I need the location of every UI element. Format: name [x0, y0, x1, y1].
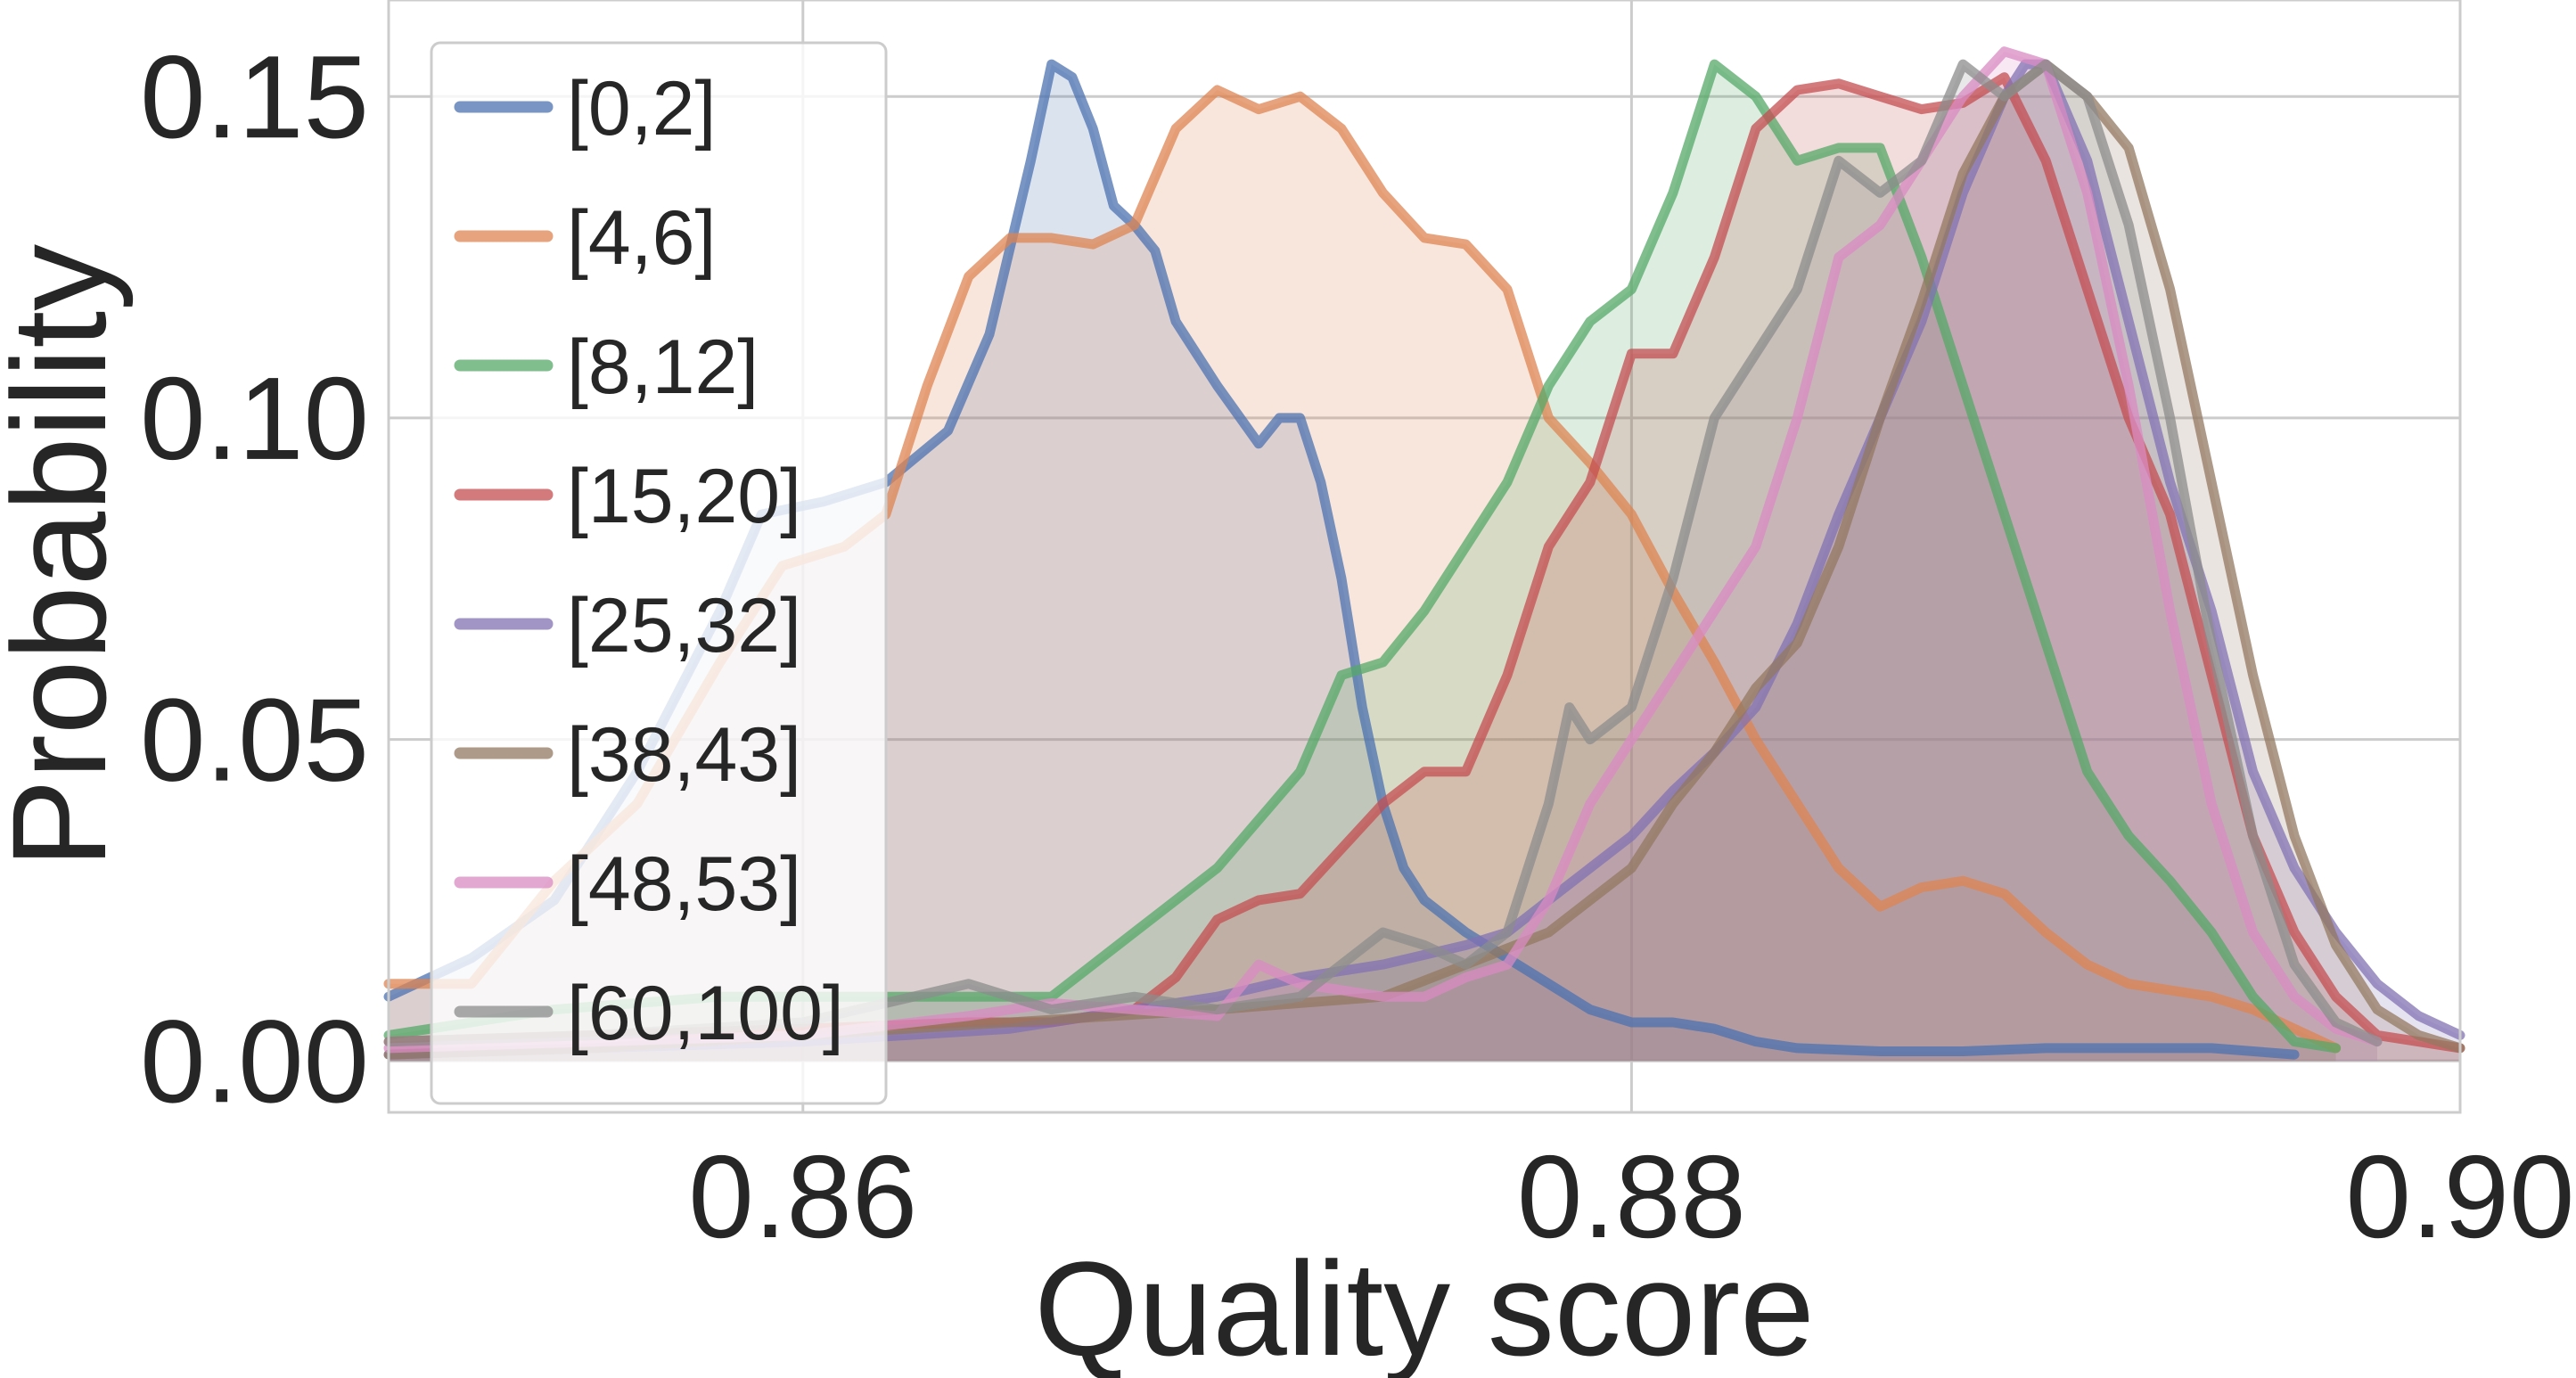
legend-label: [15,20]: [567, 454, 801, 539]
y-tick-label: 0.00: [140, 996, 369, 1127]
legend-box: [430, 41, 888, 1105]
plot-frame: [387, 0, 2462, 1114]
x-axis-ticks: 0.86 0.88 0.90: [688, 1131, 2574, 1262]
series-area-6: [389, 51, 2377, 1062]
legend: [0,2] [4,6] [8,12] [15,20] [25,32] [38,43] [48…: [430, 41, 888, 1105]
legend-label: [48,53]: [567, 841, 801, 927]
x-tick-label: 0.88: [1517, 1131, 1746, 1262]
series-line-4: [383, 59, 2465, 1060]
y-tick-label: 0.05: [140, 675, 369, 806]
y-axis-label: Probability: [0, 244, 134, 868]
series-line-5: [383, 59, 2465, 1060]
series-line-6: [383, 46, 2383, 1054]
series-area-2: [389, 64, 2336, 1062]
x-axis-label: Quality score: [1034, 1234, 1814, 1378]
legend-label: [60,100]: [567, 971, 844, 1056]
y-axis-ticks: 0.00 0.05 0.10 0.15: [140, 31, 369, 1127]
legend-label: [38,43]: [567, 712, 801, 798]
x-tick-label: 0.90: [2346, 1131, 2575, 1262]
legend-label: [8,12]: [567, 324, 759, 410]
y-tick-label: 0.15: [140, 31, 369, 162]
legend-label: [0,2]: [567, 66, 716, 152]
x-tick-label: 0.86: [688, 1131, 917, 1262]
y-tick-label: 0.10: [140, 353, 369, 484]
series-line-3: [383, 72, 2465, 1054]
legend-label: [4,6]: [567, 195, 716, 281]
series-area-7: [389, 64, 2377, 1062]
series-line-7: [383, 59, 2383, 1047]
legend-label: [25,32]: [567, 583, 801, 668]
